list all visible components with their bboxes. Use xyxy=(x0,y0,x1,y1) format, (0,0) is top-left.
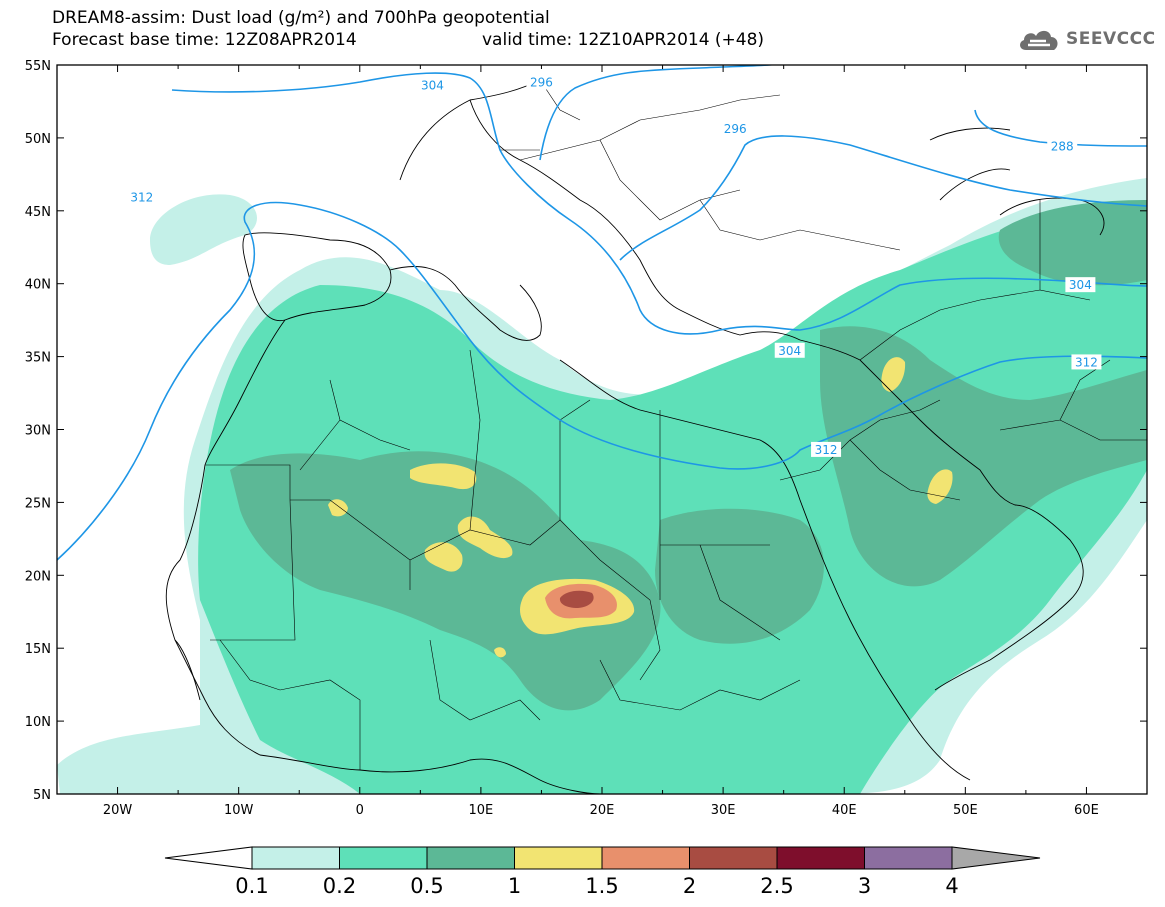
logo-text: SEEVCCC xyxy=(1066,29,1156,49)
colorbar-label: 2 xyxy=(683,874,696,898)
lat-label: 15N xyxy=(25,642,51,657)
latitude-labels: 55N 50N 45N 40N 35N 30N 25N 20N 15N 10N 5N xyxy=(25,59,51,803)
valid-time: valid time: 12Z10APR2014 (+48) xyxy=(482,30,765,50)
colorbar-above-triangle xyxy=(951,846,1041,870)
lat-label: 25N xyxy=(25,496,51,511)
colorbar-swatch xyxy=(689,846,778,870)
lat-label: 30N xyxy=(25,424,51,439)
colorbar-swatch xyxy=(426,846,515,870)
contour-label: 296 xyxy=(526,74,557,90)
lon-label: 50E xyxy=(953,803,978,818)
contour-label-text: 312 xyxy=(1075,355,1098,369)
lon-label: 10W xyxy=(224,803,254,818)
colorbar-label: 1 xyxy=(508,874,521,898)
colorbar-label: 2.5 xyxy=(760,874,793,898)
lon-label: 30E xyxy=(711,803,736,818)
contour-label-text: 304 xyxy=(778,344,801,358)
contour-label: 304 xyxy=(417,77,448,93)
colorbar-swatch xyxy=(251,846,340,870)
lat-label: 45N xyxy=(25,205,51,220)
colorbar xyxy=(164,846,1041,870)
colorbar-label: 3 xyxy=(858,874,871,898)
dust-field xyxy=(57,178,1147,794)
colorbar-swatch xyxy=(864,846,953,870)
longitude-labels: 20W 10W 0 10E 20E 30E 40E 50E 60E xyxy=(103,803,1099,818)
colorbar-label: 0.2 xyxy=(323,874,356,898)
lat-label: 40N xyxy=(25,278,51,293)
colorbar-swatch xyxy=(339,846,428,870)
lat-label: 5N xyxy=(33,788,51,803)
seevccc-logo: SEEVCCC xyxy=(1016,22,1156,56)
colorbar-label: 0.1 xyxy=(235,874,268,898)
contour-label: 312 xyxy=(811,441,842,457)
colorbar-swatch xyxy=(514,846,603,870)
contour-label-text: 296 xyxy=(530,75,553,89)
contour-label: 312 xyxy=(126,189,157,205)
contour-label-text: 312 xyxy=(815,443,838,457)
lat-label: 35N xyxy=(25,351,51,366)
contour-label: 304 xyxy=(1065,277,1096,293)
colorbar-below-triangle xyxy=(164,846,253,870)
axis-ticks xyxy=(56,64,1148,795)
lon-label: 60E xyxy=(1074,803,1099,818)
contour-label: 304 xyxy=(774,342,805,358)
colorbar-label: 1.5 xyxy=(585,874,618,898)
colorbar-labels: 0.1 0.2 0.5 1 1.5 2 2.5 3 4 xyxy=(235,874,958,898)
lat-label: 10N xyxy=(25,715,51,730)
map-subtitle: Forecast base time: 12Z08APR2014 valid ti… xyxy=(52,30,764,50)
colorbar-swatch xyxy=(601,846,690,870)
contour-label-text: 296 xyxy=(724,122,747,136)
lon-label: 20E xyxy=(590,803,615,818)
contour-label-text: 304 xyxy=(421,78,444,92)
lon-label: 20W xyxy=(103,803,133,818)
contour-label-text: 288 xyxy=(1051,140,1074,154)
lon-label: 40E xyxy=(832,803,857,818)
lat-label: 55N xyxy=(25,59,51,74)
lat-label: 50N xyxy=(25,132,51,147)
contour-label-text: 304 xyxy=(1069,278,1092,292)
lon-label: 10E xyxy=(469,803,494,818)
colorbar-label: 4 xyxy=(945,874,958,898)
cloud-icon xyxy=(1020,30,1058,50)
lat-label: 20N xyxy=(25,569,51,584)
map-title: DREAM8-assim: Dust load (g/m²) and 700hP… xyxy=(52,8,550,28)
contour-labels: 304 296 296 288 312 304 304 312 312 xyxy=(126,74,1102,457)
contour-label: 288 xyxy=(1047,138,1078,154)
base-time: Forecast base time: 12Z08APR2014 xyxy=(52,30,357,50)
contour-label: 312 xyxy=(1071,354,1102,370)
geopotential-contours xyxy=(57,65,1147,561)
colorbar-label: 0.5 xyxy=(410,874,443,898)
contour-label: 296 xyxy=(720,121,751,137)
lon-label: 0 xyxy=(356,803,364,818)
colorbar-swatch xyxy=(776,846,865,870)
contour-label-text: 312 xyxy=(130,191,153,205)
